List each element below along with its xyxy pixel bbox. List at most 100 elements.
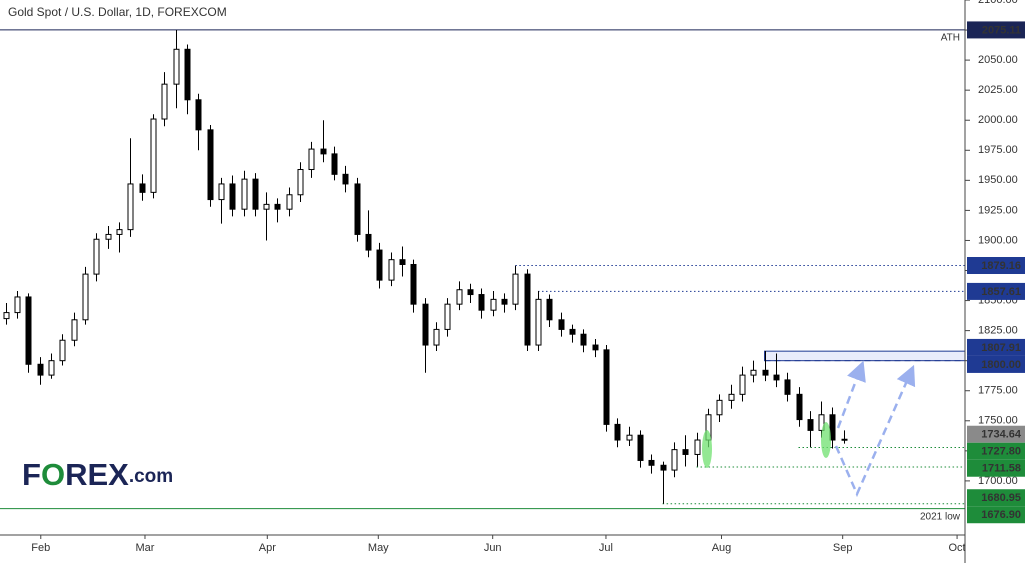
candle-body [818, 414, 825, 431]
projection-arrow [834, 364, 916, 498]
candle-body [637, 434, 644, 461]
candle-body [478, 294, 485, 311]
y-tick-label: 1900.00 [978, 234, 1018, 246]
price-label-box [967, 21, 1025, 39]
candle-body [648, 459, 655, 466]
candle-body [410, 263, 417, 305]
price-label-box [967, 338, 1025, 356]
price-label-box [967, 459, 1025, 477]
candle-body [660, 464, 667, 471]
candle-body [274, 203, 281, 210]
candle-body [762, 369, 769, 376]
candle-body [796, 393, 803, 421]
price-label: 1879.16 [981, 260, 1021, 272]
candle-body [173, 48, 180, 85]
y-tick-label: 2050.00 [978, 54, 1018, 66]
chart-title: Gold Spot / U.S. Dollar, 1D, FOREXCOM [8, 5, 227, 19]
candle-body [354, 183, 361, 235]
logo-part: .com [129, 466, 173, 487]
candle-body [105, 233, 112, 240]
x-tick-label: Jun [484, 542, 502, 554]
candle-body [671, 449, 678, 471]
candle-body [399, 259, 406, 265]
price-label-box [967, 489, 1025, 507]
x-tick-label: May [368, 542, 389, 554]
candle-body [297, 169, 304, 196]
y-tick-label: 2100.00 [978, 0, 1018, 6]
price-label: 1727.80 [981, 446, 1021, 458]
highlight [702, 430, 712, 468]
price-label: 1711.58 [982, 463, 1021, 475]
price-label-box [967, 442, 1025, 460]
zone [764, 350, 966, 362]
candle-body [331, 153, 338, 175]
candle-body [59, 339, 66, 362]
candle-body [829, 414, 836, 441]
candle-body [750, 369, 757, 376]
y-tick-label: 1750.00 [978, 415, 1018, 427]
candle-body [467, 289, 474, 296]
x-tick-label: Oct [949, 542, 966, 554]
x-tick-label: Mar [135, 542, 154, 554]
candle-body [241, 178, 248, 210]
level-note: 2021 low [920, 511, 961, 522]
price-label: 1800.00 [981, 359, 1021, 371]
candle-body [263, 203, 270, 210]
candle-body [207, 129, 214, 201]
logo-part: O [41, 457, 65, 492]
candle-body [365, 233, 372, 251]
candle-body [490, 298, 497, 311]
x-tick-label: Feb [31, 542, 50, 554]
candle-body [592, 344, 599, 351]
candle-body [48, 360, 55, 376]
price-label-box [967, 257, 1025, 275]
price-label-box [967, 425, 1025, 443]
candle-body [93, 238, 100, 275]
candle-body [127, 183, 134, 231]
candle-body [229, 183, 236, 210]
candle-body [308, 148, 315, 171]
candle-body [184, 48, 191, 101]
x-tick-label: Apr [259, 542, 276, 554]
highlight [821, 422, 831, 458]
candle-body [71, 319, 78, 341]
candle-body [773, 374, 780, 381]
candle-body [739, 374, 746, 395]
x-tick-label: Aug [712, 542, 732, 554]
price-label: 1734.64 [981, 429, 1022, 441]
price-label: 1807.91 [981, 342, 1021, 354]
y-tick-label: 1700.00 [978, 475, 1018, 487]
candle-body [195, 99, 202, 131]
candle-body [614, 423, 621, 441]
projection-arrow [836, 360, 866, 429]
y-tick-label: 2000.00 [978, 114, 1018, 126]
candle-body [546, 298, 553, 321]
candle-body [569, 328, 576, 335]
price-label: 1680.95 [981, 492, 1021, 504]
candle-body [512, 273, 519, 305]
candle-body [807, 419, 814, 431]
y-tick-label: 1825.00 [978, 325, 1018, 337]
candle-body [376, 249, 383, 281]
y-tick-label: 1950.00 [978, 174, 1018, 186]
candle-body [37, 363, 44, 376]
candle-body [682, 449, 689, 455]
x-tick-label: Jul [599, 542, 613, 554]
candle-body [558, 319, 565, 330]
candle-body [218, 183, 225, 201]
price-label-box [967, 355, 1025, 373]
y-tick-label: 2025.00 [978, 84, 1018, 96]
y-tick-label: 1925.00 [978, 204, 1018, 216]
price-label: 1676.90 [981, 509, 1021, 521]
candle-body [433, 328, 440, 346]
candle-body [716, 399, 723, 416]
candle-body [320, 148, 327, 155]
x-tick-label: Sep [833, 542, 853, 554]
candle-body [342, 173, 349, 185]
candle-body [626, 434, 633, 441]
candle-body [784, 379, 791, 395]
candle-body [444, 303, 451, 330]
candle-body [524, 273, 531, 346]
candle-body [841, 438, 848, 441]
candle-body [139, 183, 146, 193]
